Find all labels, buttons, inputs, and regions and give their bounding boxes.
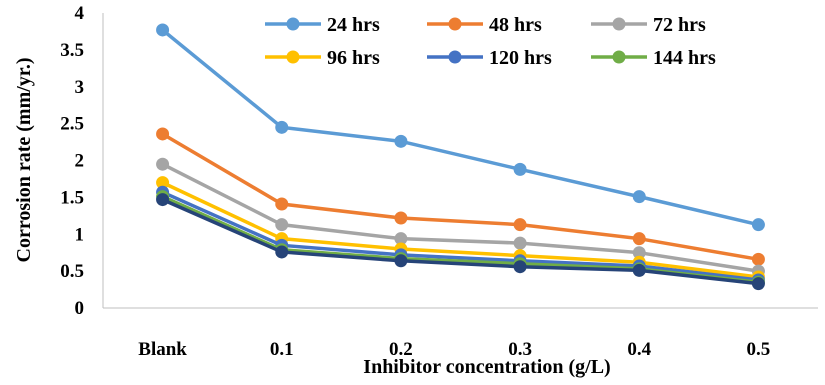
data-point [156,127,170,141]
legend-item: 96 hrs [265,47,380,69]
y-tick-label: 2 [75,151,85,172]
legend-label: 120 hrs [489,47,552,69]
data-point [751,252,765,266]
data-point [156,176,170,190]
data-point [275,245,289,259]
data-point [156,157,170,171]
legend-swatch-marker [286,17,300,31]
data-point [394,254,408,268]
legend-swatch-marker [612,50,626,64]
x-tick-labels: Blank 0.1 0.2 0.3 0.4 0.5 [138,339,770,360]
series-48-hrs [156,127,765,266]
series-line [161,181,759,279]
data-point [394,134,408,148]
y-tick-label: 1 [75,224,85,245]
x-axis-title: Inhibitor concentration (g/L) [363,356,610,378]
legend-label: 48 hrs [489,14,542,36]
data-point [156,23,170,37]
legend-swatch-marker [448,50,462,64]
y-tick-label: 3.5 [60,40,84,61]
legend-swatch-marker [448,17,462,31]
legend-item: 72 hrs [591,14,706,36]
data-point [632,246,646,260]
y-tick-labels: 0 0.5 1 1.5 2 2.5 3 3.5 4 [60,3,84,319]
series-line [161,132,759,262]
data-point [632,232,646,246]
series-extra [156,193,765,291]
legend-label: 24 hrs [327,14,380,36]
series-line [161,162,759,273]
legend-item: 48 hrs [427,14,542,36]
legend-item: 120 hrs [427,47,552,69]
series-line [161,197,759,286]
axes [102,13,818,309]
y-tick-label: 4 [75,3,85,24]
legend: 24 hrs 48 hrs 72 hrs 96 hrs 120 hrs 144 hrs [265,14,716,69]
x-tick-label: 0.1 [270,339,294,360]
y-tick-label: 0.5 [60,261,84,282]
y-tick-label: 0 [75,298,85,319]
y-axis-title: Corrosion rate (mm/yr.) [13,58,35,263]
data-point [513,236,527,250]
data-point [751,277,765,291]
data-point [394,211,408,225]
x-tick-label: 0.4 [627,339,651,360]
data-point [513,218,527,232]
legend-swatch-marker [286,50,300,64]
series-line [161,28,759,227]
y-tick-label: 3 [75,77,85,98]
data-point [513,162,527,176]
data-point [751,218,765,232]
y-tick-label: 1.5 [60,187,84,208]
series-24-hrs [156,23,765,232]
x-tick-label: 0.5 [747,339,771,360]
data-point [513,260,527,274]
legend-label: 144 hrs [653,47,716,69]
x-tick-label: Blank [138,339,187,360]
x-tick-label: 0.3 [508,339,532,360]
data-point [275,197,289,211]
legend-label: 96 hrs [327,47,380,69]
data-point [632,190,646,204]
data-point [275,120,289,134]
data-point [275,218,289,232]
legend-label: 72 hrs [653,14,706,36]
data-point [156,193,170,207]
legend-swatch-marker [612,17,626,31]
legend-item: 24 hrs [265,14,380,36]
legend-item: 144 hrs [591,47,716,69]
series-lines [156,23,765,291]
y-tick-label: 2.5 [60,114,84,135]
x-tick-label: 0.2 [389,339,413,360]
data-point [632,263,646,277]
data-point [394,232,408,246]
series-line [161,190,759,282]
